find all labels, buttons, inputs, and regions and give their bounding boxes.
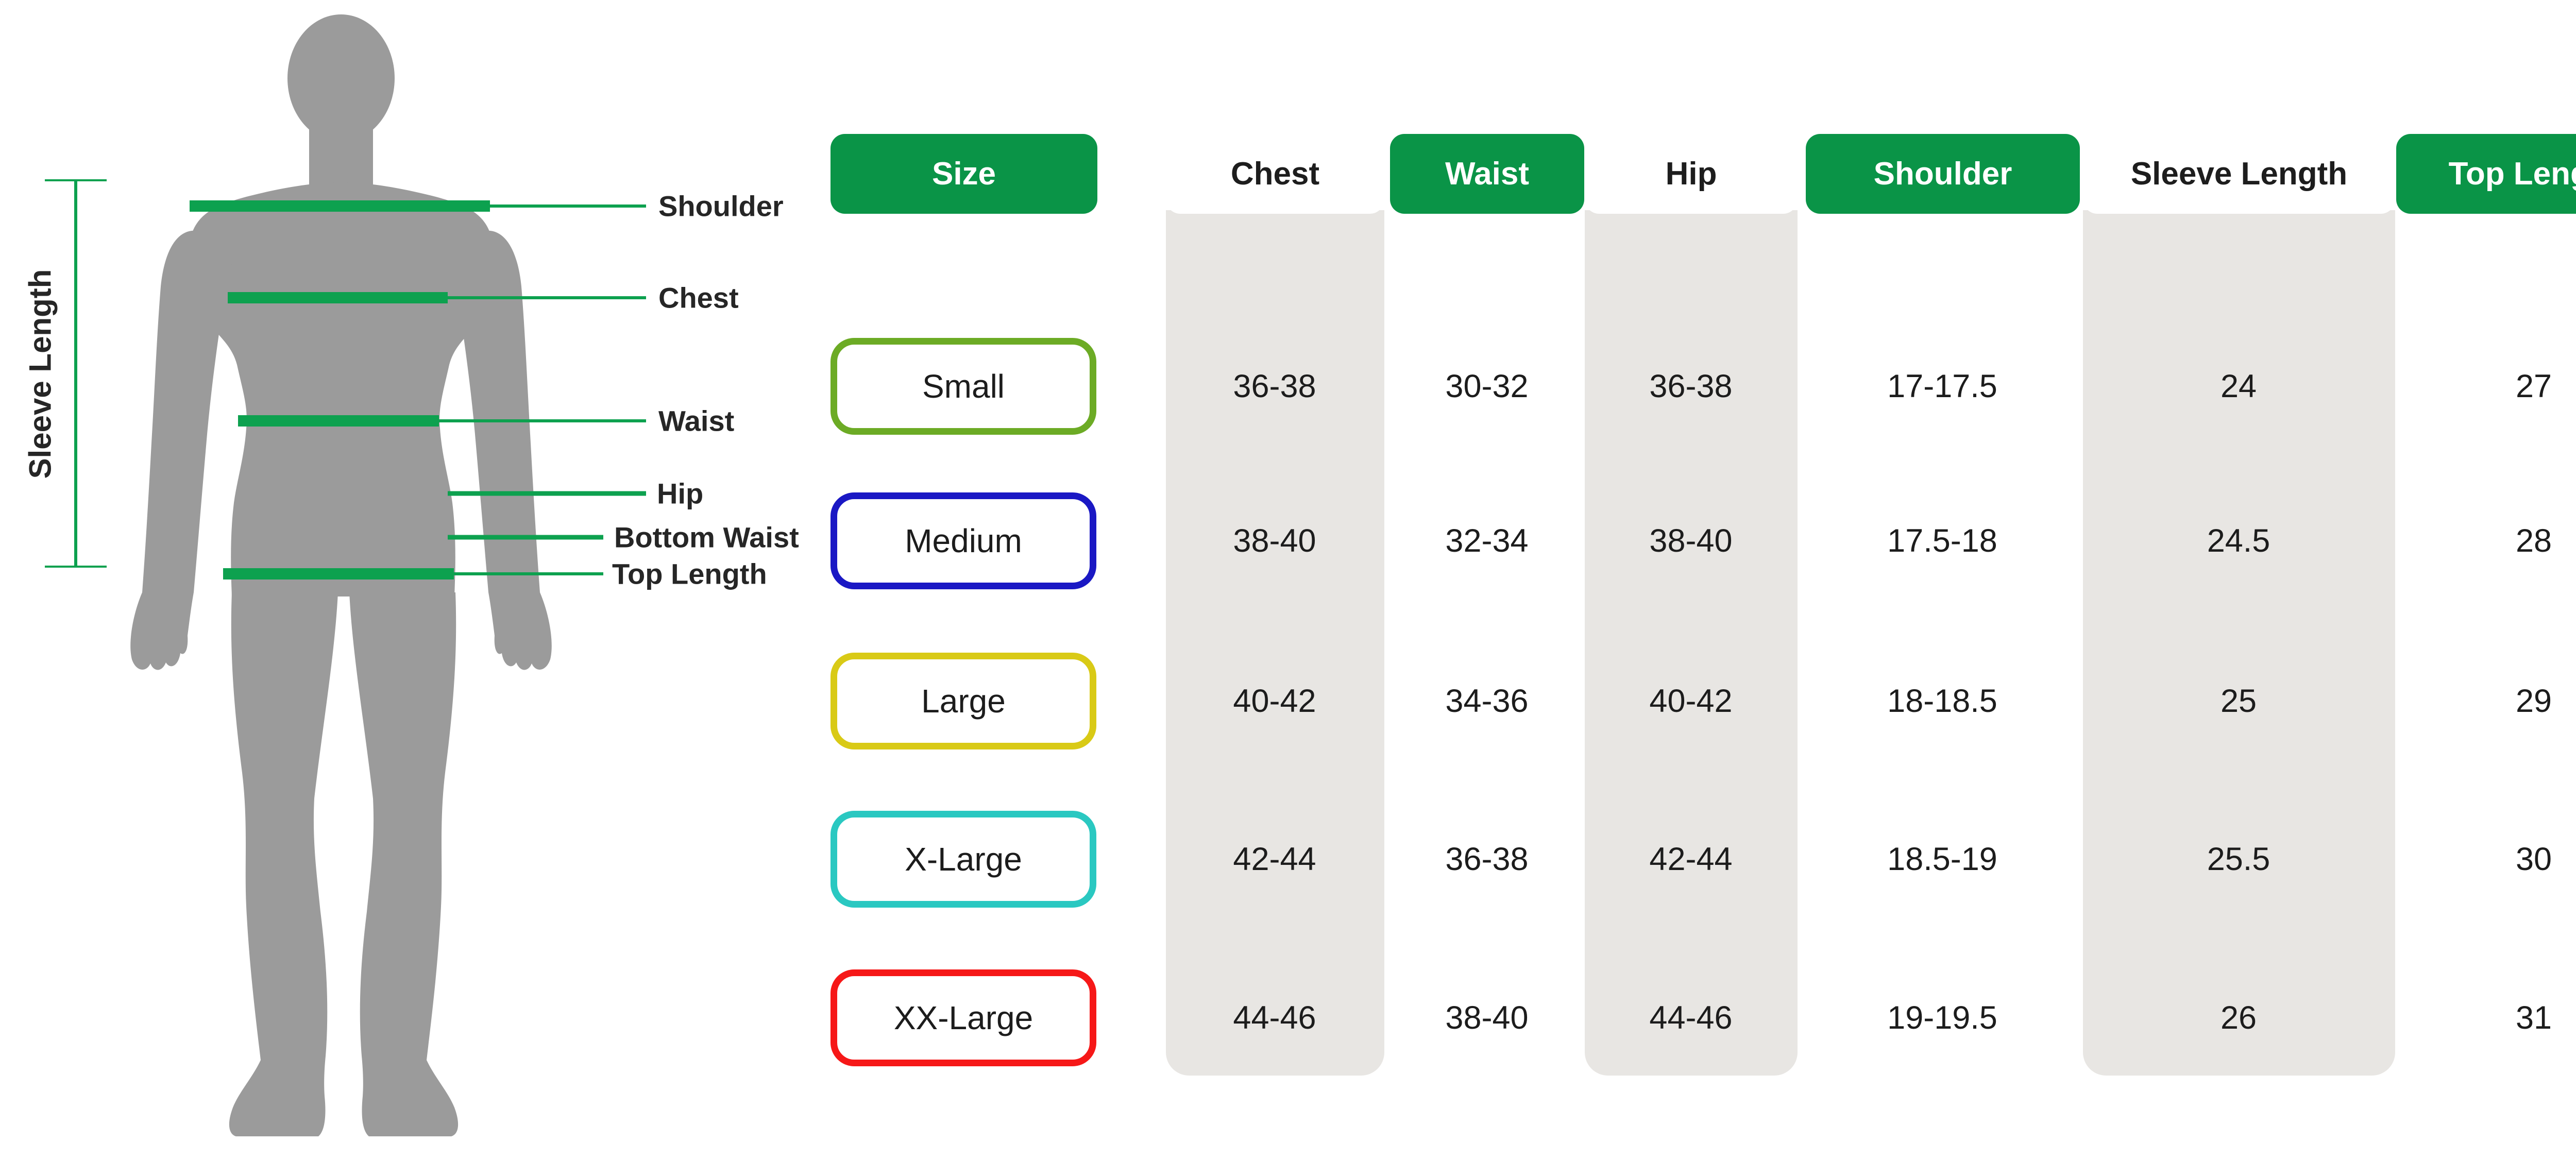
value-cell: 38-40	[1445, 1000, 1529, 1036]
sleeve-length-bracket	[45, 179, 107, 568]
silhouette-head	[287, 14, 395, 142]
value-cell: 25	[2220, 683, 2257, 719]
header-top-length: Top Length	[2396, 134, 2576, 214]
sleeve-length-axis-label: Sleeve Length	[23, 269, 58, 479]
body-silhouette	[130, 14, 552, 1136]
value-cell: 36-38	[1233, 368, 1316, 404]
value-cell: 34-36	[1445, 683, 1529, 719]
silhouette-torso	[190, 182, 494, 596]
header-size: Size	[831, 134, 1097, 214]
figure-label-waist: Waist	[658, 404, 735, 437]
silhouette-left-leg	[229, 592, 338, 1136]
value-cell: 32-34	[1445, 523, 1529, 559]
value-cell: 18.5-19	[1887, 841, 1997, 877]
value-cell: 40-42	[1649, 683, 1733, 719]
value-cell: 44-46	[1233, 1000, 1316, 1036]
value-cell: 29	[2515, 683, 2552, 719]
value-cell: 17-17.5	[1887, 368, 1997, 404]
value-cell: 44-46	[1649, 1000, 1733, 1036]
value-cell: 40-42	[1233, 683, 1316, 719]
value-cell: 30	[2515, 841, 2552, 877]
body-silhouette-diagram	[45, 14, 646, 1136]
header-sleeve-length: Sleeve Length	[2083, 134, 2395, 214]
measurement-lines	[45, 179, 646, 580]
header-shoulder: Shoulder	[1806, 134, 2080, 214]
value-cell: 36-38	[1445, 841, 1529, 877]
value-cell: 24.5	[2207, 523, 2270, 559]
value-cell: 42-44	[1233, 841, 1316, 877]
chest-column-background	[1166, 210, 1384, 1076]
value-cell: 28	[2515, 523, 2552, 559]
value-cell: 30-32	[1445, 368, 1529, 404]
figure-label-chest: Chest	[658, 281, 739, 314]
value-cell: 18-18.5	[1887, 683, 1997, 719]
sleeve-length-column-background	[2083, 210, 2395, 1076]
size-button-medium[interactable]: Medium	[831, 492, 1096, 589]
value-cell: 31	[2515, 1000, 2552, 1036]
value-cell: 17.5-18	[1887, 523, 1997, 559]
silhouette-left-arm	[130, 230, 233, 670]
figure-label-bottom-waist: Bottom Waist	[614, 521, 799, 554]
silhouette-right-leg	[349, 592, 459, 1136]
value-cell: 42-44	[1649, 841, 1733, 877]
size-button-large[interactable]: Large	[831, 653, 1096, 749]
value-cell: 26	[2220, 1000, 2257, 1036]
value-cell: 36-38	[1649, 368, 1733, 404]
silhouette-neck	[309, 123, 373, 190]
hip-column-background	[1585, 210, 1798, 1076]
value-cell: 25.5	[2207, 841, 2270, 877]
figure-label-hip: Hip	[657, 477, 704, 510]
figure-label-shoulder: Shoulder	[658, 190, 784, 223]
figure-label-top-length: Top Length	[612, 557, 767, 590]
value-cell: 38-40	[1233, 523, 1316, 559]
silhouette-right-arm	[449, 230, 552, 670]
size-button-small[interactable]: Small	[831, 338, 1096, 435]
value-cell: 27	[2515, 368, 2552, 404]
size-button-xx-large[interactable]: XX-Large	[831, 969, 1096, 1066]
value-cell: 19-19.5	[1887, 1000, 1997, 1036]
size-button-x-large[interactable]: X-Large	[831, 811, 1096, 908]
header-hip: Hip	[1585, 134, 1798, 214]
value-cell: 38-40	[1649, 523, 1733, 559]
value-cell: 24	[2220, 368, 2257, 404]
header-waist: Waist	[1390, 134, 1584, 214]
header-chest: Chest	[1166, 134, 1384, 214]
